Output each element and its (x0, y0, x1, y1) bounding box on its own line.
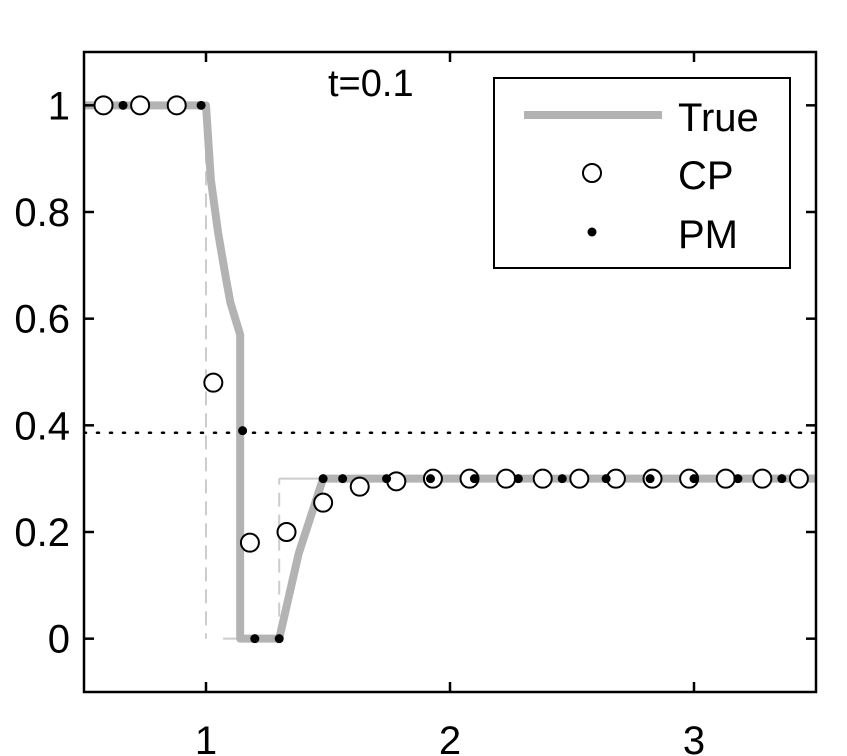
cp-point (239, 532, 260, 553)
x-tick-label: 2 (439, 719, 461, 756)
y-tick-label: 0.8 (14, 191, 70, 235)
ticks: 1 2 3 0 0.2 0.4 0.6 0.8 1 (14, 52, 816, 756)
cp-point (752, 468, 773, 489)
cp-point (93, 95, 114, 116)
y-tick-label: 0.6 (14, 298, 70, 342)
time-annotation: t=0.1 (328, 63, 414, 105)
pm-point (557, 474, 567, 484)
legend-pm-label: PM (678, 213, 738, 257)
pm-point (274, 634, 284, 644)
cp-point (569, 468, 590, 489)
cp-point (166, 95, 187, 116)
pm-point (250, 634, 260, 644)
x-tick-label: 3 (683, 719, 705, 756)
legend-pm-swatch (587, 227, 597, 237)
pm-point (338, 474, 348, 484)
cp-point (715, 468, 736, 489)
cp-point (130, 95, 151, 116)
y-tick-label: 0 (48, 618, 70, 662)
series-true-line (84, 101, 816, 643)
pm-point (382, 474, 392, 484)
legend-cp-swatch (582, 163, 602, 183)
legend-true-label: True (678, 96, 759, 140)
pm-point (318, 474, 328, 484)
cp-point (532, 468, 553, 489)
legend: True CP PM (493, 77, 791, 269)
pm-point (196, 100, 206, 110)
pm-point (777, 474, 787, 484)
pm-point (689, 474, 699, 484)
cp-point (496, 468, 517, 489)
pm-point (601, 474, 611, 484)
pm-point (733, 474, 743, 484)
legend-cp-label: CP (678, 154, 734, 198)
y-tick-label: 0.4 (14, 404, 70, 448)
pm-point (238, 426, 248, 436)
pm-point (513, 474, 523, 484)
cp-point (349, 476, 370, 497)
cp-point (788, 468, 809, 489)
y-tick-label: 1 (48, 84, 70, 128)
x-tick-label: 1 (195, 719, 217, 756)
pm-point (645, 474, 655, 484)
cp-point (276, 522, 297, 542)
y-tick-label: 0.2 (14, 511, 70, 555)
pm-point (469, 474, 479, 484)
series-layer (84, 95, 816, 644)
pm-point (425, 474, 435, 484)
legend-box (493, 77, 791, 269)
cp-point (313, 492, 334, 513)
pm-point (118, 100, 128, 110)
cp-point (203, 372, 224, 393)
